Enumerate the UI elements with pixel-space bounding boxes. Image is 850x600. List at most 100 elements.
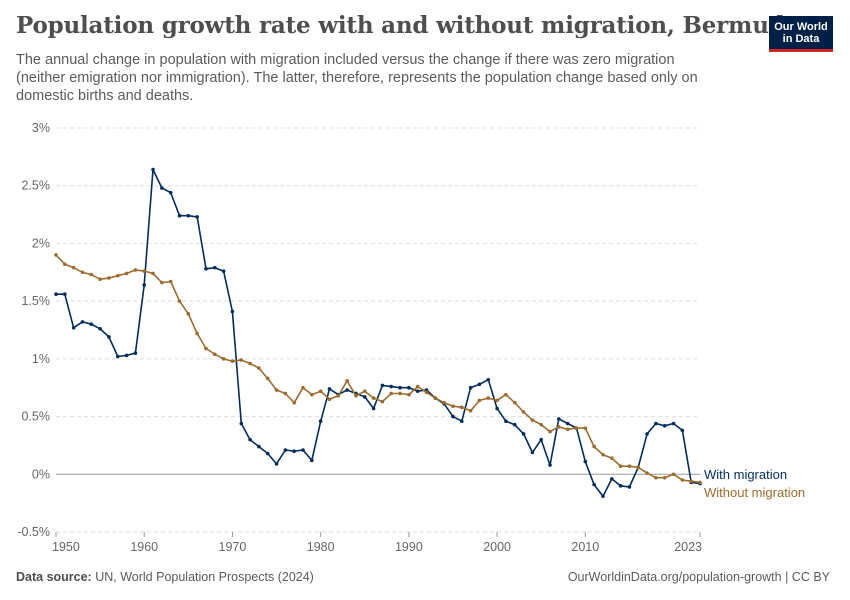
without-migration-point[interactable] [548,429,552,434]
with-migration-point[interactable] [539,437,544,442]
without-migration-point[interactable] [177,299,182,303]
with-migration-point[interactable] [601,494,605,499]
with-migration-point[interactable] [80,320,85,324]
without-migration-point[interactable] [274,388,279,392]
without-migration-point[interactable] [662,475,667,480]
with-migration-point[interactable] [151,167,155,172]
with-migration-point[interactable] [415,389,420,393]
without-migration-point[interactable] [433,396,438,400]
without-migration-point[interactable] [680,478,685,482]
with-migration-point[interactable] [460,419,464,423]
with-migration-point[interactable] [645,432,649,436]
without-migration-point[interactable] [345,378,349,383]
with-migration-point[interactable] [627,485,632,489]
with-migration-point[interactable] [407,385,411,390]
with-migration-point[interactable] [512,422,517,427]
with-migration-point[interactable] [618,484,623,488]
without-migration-point[interactable] [221,357,226,361]
with-migration-point[interactable] [530,450,535,455]
with-migration-point[interactable] [521,432,526,436]
with-migration-point[interactable] [371,406,376,411]
with-migration-point[interactable] [283,448,288,452]
without-migration-point[interactable] [583,426,588,430]
data-source-link[interactable]: UN, World Population Prospects (2024) [95,570,314,584]
without-migration-point[interactable] [248,361,252,366]
without-migration-point[interactable] [424,390,429,395]
with-migration-point[interactable] [548,463,552,467]
without-migration-point[interactable] [257,366,261,370]
with-migration-point[interactable] [504,419,508,423]
with-migration-point[interactable] [389,384,394,389]
with-migration-point[interactable] [468,385,473,390]
without-migration-point[interactable] [71,265,76,270]
with-migration-point[interactable] [195,215,199,219]
with-migration-point[interactable] [54,292,58,297]
with-migration-point[interactable] [609,477,614,481]
without-migration-point[interactable] [451,404,455,408]
without-migration-point[interactable] [477,398,482,403]
without-migration-point[interactable] [460,405,464,410]
without-migration-point[interactable] [371,396,376,400]
without-migration-point[interactable] [212,352,217,357]
with-migration-point[interactable] [124,353,129,358]
with-migration-point[interactable] [477,382,482,387]
with-migration-point[interactable] [565,421,570,426]
without-migration-point[interactable] [645,471,649,475]
without-migration-point[interactable] [504,392,508,397]
without-migration-point[interactable] [63,262,67,267]
without-migration-point[interactable] [354,393,358,398]
without-migration-point[interactable] [689,479,693,484]
without-migration-point[interactable] [89,272,94,277]
with-migration-point[interactable] [115,354,120,359]
owid-logo[interactable]: Our World in Data [769,16,833,52]
series-with-migration[interactable] [54,167,702,499]
with-migration-point[interactable] [98,327,102,331]
without-migration-point[interactable] [486,396,491,400]
without-migration-point[interactable] [627,464,632,469]
with-migration-point[interactable] [486,377,491,382]
without-migration-point[interactable] [318,389,323,393]
with-migration-point[interactable] [495,406,499,411]
with-migration-point[interactable] [142,283,147,287]
without-migration-point[interactable] [601,452,605,457]
without-migration-point[interactable] [115,273,120,278]
without-migration-point[interactable] [283,391,288,396]
with-migration-point[interactable] [89,322,94,327]
with-migration-point[interactable] [265,451,270,456]
without-migration-point[interactable] [618,464,623,469]
without-migration-point[interactable] [107,276,111,280]
with-migration-point[interactable] [592,482,596,487]
without-migration-point[interactable] [292,400,296,405]
without-migration-point[interactable] [54,253,58,257]
without-migration-point[interactable] [124,271,129,276]
without-migration-point[interactable] [398,391,402,396]
with-migration-point[interactable] [71,325,76,330]
series-without-migration[interactable] [54,253,702,485]
without-migration-point[interactable] [160,280,164,285]
with-migration-point[interactable] [221,269,226,273]
without-migration-point[interactable] [592,444,596,449]
without-migration-point[interactable] [557,425,561,429]
with-migration-point[interactable] [186,213,191,218]
with-migration-point[interactable] [177,213,182,218]
with-migration-point[interactable] [107,335,111,339]
without-migration-point[interactable] [565,427,570,432]
without-migration-point[interactable] [265,376,270,381]
without-migration-point[interactable] [310,392,314,397]
with-migration-point[interactable] [654,421,658,426]
without-migration-point[interactable] [654,475,658,480]
with-migration-point[interactable] [160,186,164,190]
without-migration-point[interactable] [380,399,385,404]
with-migration-point[interactable] [292,449,296,454]
without-migration-point[interactable] [186,312,191,316]
without-migration-point[interactable] [530,418,535,422]
without-migration-point[interactable] [415,384,420,389]
with-migration-point[interactable] [248,437,252,442]
with-migration-point[interactable] [301,448,305,452]
without-migration-point[interactable] [521,410,526,414]
without-migration-point[interactable] [142,269,147,273]
without-migration-point[interactable] [80,270,85,275]
without-migration-point[interactable] [698,480,702,485]
without-migration-point[interactable] [151,271,155,276]
with-migration-point[interactable] [398,385,402,390]
